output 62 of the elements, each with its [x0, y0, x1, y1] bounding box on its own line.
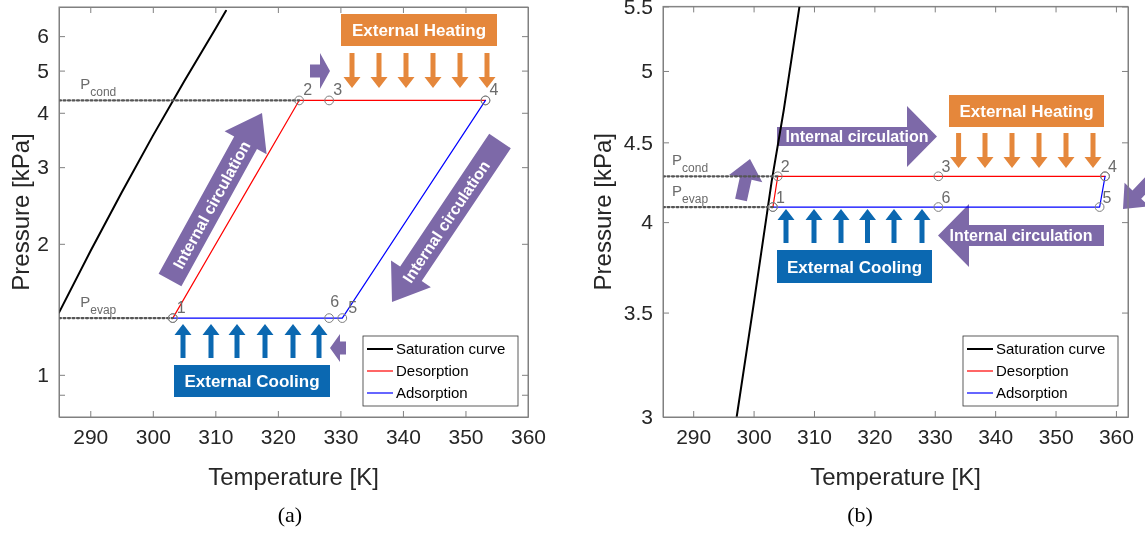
y-tick-label: 2: [37, 232, 49, 256]
annotation: 2: [780, 158, 790, 176]
y-axis-title: Pressure [kPa]: [7, 133, 34, 291]
y-tick-label: 4: [37, 101, 50, 124]
annotation: P$_{cond}$: [672, 151, 709, 176]
y-tick-label: 5.5: [623, 0, 653, 18]
text: (b): [847, 502, 873, 527]
x-tick-label: 310: [198, 424, 234, 448]
x-tick-label: 350: [1038, 424, 1074, 448]
y-tick-label: 4.5: [623, 130, 653, 154]
annotation: Internal circulation: [949, 227, 1093, 245]
annotation: P$_{evap}$: [672, 182, 709, 207]
x-axis-title: Temperature [K]: [208, 463, 379, 490]
x-tick-label: 330: [323, 424, 359, 448]
x-tick-label: 320: [857, 424, 893, 448]
annotation: 1: [775, 189, 785, 207]
text: (a): [277, 502, 303, 527]
annotation: 2: [303, 81, 313, 99]
x-tick-label: 300: [135, 424, 171, 448]
annotation: 5: [1102, 189, 1112, 207]
y-tick-label: 3: [37, 155, 49, 179]
annotation: P$_{cond}$: [80, 75, 117, 100]
annotation: 1: [176, 299, 186, 317]
x-tick-label: 330: [917, 424, 953, 448]
annotation: P$_{evap}$: [80, 293, 117, 318]
y-tick-label: 6: [37, 24, 49, 48]
annotation: External Cooling: [786, 257, 923, 277]
legend-label: Desorption: [396, 362, 469, 380]
x-tick-label: 290: [73, 424, 109, 448]
annotation: 4: [489, 81, 499, 99]
annotation: 4: [1108, 158, 1118, 176]
x-tick-label: 360: [510, 424, 547, 448]
annotation: 3: [941, 158, 951, 176]
x-tick-label: 290: [676, 424, 712, 448]
annotation: 6: [330, 293, 340, 311]
annotation: Internal circulation: [785, 128, 929, 146]
annotation: External Heating: [959, 102, 1094, 122]
x-axis-title: Temperature [K]: [810, 463, 981, 490]
y-tick-label: 3.5: [623, 300, 653, 324]
x-tick-label: 310: [796, 424, 832, 448]
legend-label: Saturation curve: [396, 340, 506, 358]
x-tick-label: 300: [736, 424, 772, 448]
x-tick-label: 340: [978, 424, 1014, 448]
annotation: 5: [348, 299, 358, 317]
legend-label: Desorption: [996, 362, 1069, 380]
legend-label: Adsorption: [396, 384, 468, 402]
y-tick-label: 3: [641, 405, 653, 429]
x-tick-label: 350: [448, 424, 484, 448]
legend-label: Adsorption: [996, 384, 1068, 402]
y-tick-label: 5: [37, 58, 49, 82]
x-tick-label: 320: [260, 424, 296, 448]
y-tick-label: 4: [641, 210, 654, 234]
annotation: 3: [333, 81, 343, 99]
legend-label: Saturation curve: [996, 340, 1106, 358]
x-tick-label: 340: [385, 424, 421, 448]
y-tick-label: 1: [37, 363, 49, 387]
y-tick-label: 5: [641, 59, 653, 83]
annotation: External Heating: [351, 21, 487, 41]
annotation: External Cooling: [184, 372, 320, 392]
annotation: 6: [941, 189, 951, 207]
x-tick-label: 360: [1098, 424, 1134, 448]
y-axis-title: Pressure [kPa]: [589, 133, 616, 291]
